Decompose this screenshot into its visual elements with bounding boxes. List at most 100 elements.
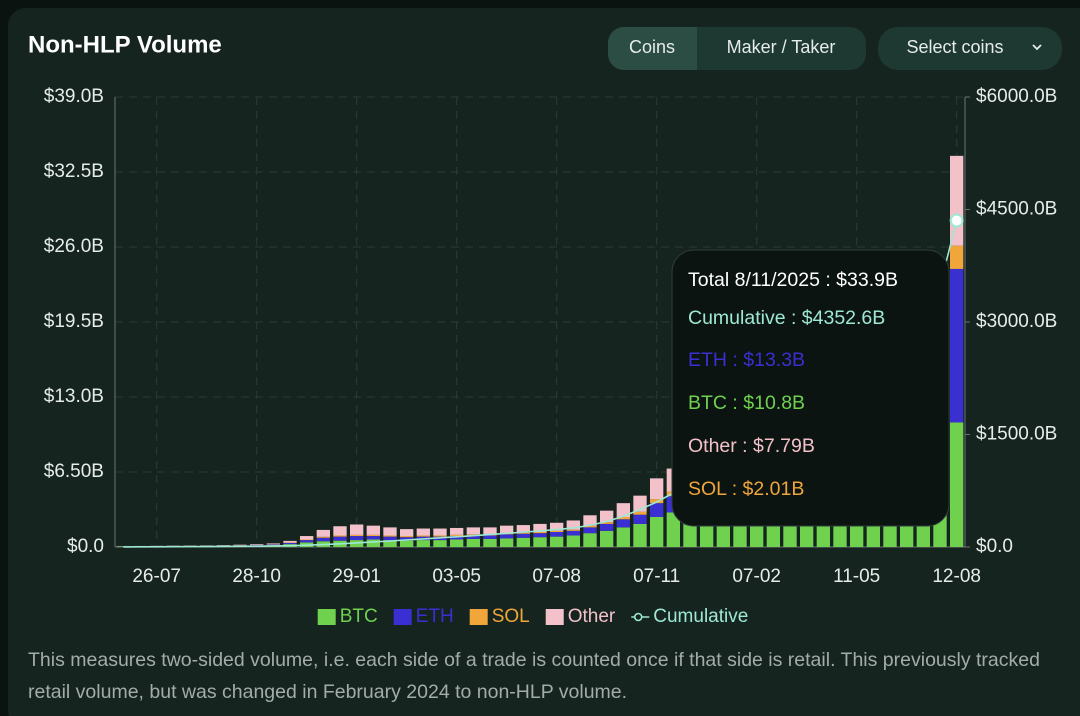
bar xyxy=(350,536,364,541)
bar xyxy=(516,532,530,534)
bar xyxy=(450,536,464,540)
y-tick-label: $0.0 xyxy=(67,536,104,557)
bar xyxy=(400,536,414,538)
bar xyxy=(283,540,297,543)
bar xyxy=(600,523,614,531)
bar xyxy=(466,535,480,539)
bar xyxy=(583,525,597,528)
y2-tick-label: $1500.0B xyxy=(976,424,1057,445)
tooltip-line: BTC : $10.8B xyxy=(688,392,805,414)
legend-swatch xyxy=(469,609,488,625)
bar xyxy=(650,503,664,517)
bar xyxy=(666,512,680,547)
bar xyxy=(483,538,497,547)
y-tick-label: $26.0B xyxy=(44,236,104,257)
bar xyxy=(550,536,564,547)
bar xyxy=(300,540,314,543)
x-tick-label: 26-07 xyxy=(132,566,181,587)
chevron xyxy=(1032,44,1042,51)
y-tick-label: $6.50B xyxy=(44,461,104,482)
bar xyxy=(566,520,580,530)
bar xyxy=(566,535,580,547)
legend-label: BTC xyxy=(340,606,378,627)
tab[interactable]: Maker / Taker xyxy=(727,37,836,57)
bar xyxy=(483,527,497,535)
bar xyxy=(533,537,547,547)
legend-swatch xyxy=(633,612,643,622)
bar xyxy=(583,533,597,547)
bar xyxy=(500,538,514,547)
tooltip-line: SOL : $2.01B xyxy=(688,478,804,500)
bar xyxy=(516,537,530,547)
bar xyxy=(250,545,264,546)
bar xyxy=(516,533,530,538)
legend: BTC ETH SOL Other Cumulative xyxy=(317,606,748,627)
legend-label: SOL xyxy=(492,606,530,627)
bar xyxy=(300,536,314,540)
bar xyxy=(533,532,547,534)
bar xyxy=(450,534,464,537)
y-tick-label: $39.0B xyxy=(44,86,104,107)
bar xyxy=(416,528,430,536)
tooltip-line: Other : $7.79B xyxy=(688,435,815,457)
bar xyxy=(483,535,497,539)
y2-tick-label: $0.0 xyxy=(976,536,1013,557)
bar xyxy=(633,523,647,547)
chart-title: Non-HLP Volume xyxy=(28,31,222,58)
bar xyxy=(583,515,597,526)
bar xyxy=(366,539,380,547)
bar xyxy=(616,517,630,520)
bar xyxy=(400,529,414,537)
bar xyxy=(500,525,514,534)
legend-label: ETH xyxy=(416,606,454,627)
legend-swatch xyxy=(545,609,564,625)
tooltip-line: Total 8/11/2025 : $33.9B xyxy=(688,269,898,291)
tab[interactable]: Coins xyxy=(629,37,675,57)
bar xyxy=(633,514,647,524)
y-tick-label: $32.5B xyxy=(44,161,104,182)
point xyxy=(949,213,964,228)
bar xyxy=(616,527,630,547)
bar xyxy=(266,544,280,546)
y-tick-label: $13.0B xyxy=(44,386,104,407)
y2-tick-label: $6000.0B xyxy=(976,86,1057,107)
bar xyxy=(300,539,314,541)
bar xyxy=(950,268,964,423)
bar xyxy=(400,540,414,547)
bar xyxy=(550,522,564,531)
bar xyxy=(350,534,364,537)
bar xyxy=(600,522,614,524)
bar xyxy=(433,528,447,536)
x-tick-label: 11-05 xyxy=(833,566,880,587)
select-label[interactable]: Select coins xyxy=(906,37,1003,57)
tooltip: Total 8/11/2025 : $33.9B Cumulative : $43… xyxy=(671,249,950,527)
bar xyxy=(383,527,397,536)
bar xyxy=(366,536,380,540)
bar xyxy=(600,510,614,523)
bar xyxy=(950,155,964,246)
bar xyxy=(333,535,347,537)
tab-active xyxy=(608,27,697,70)
bar xyxy=(500,534,514,539)
legend-label: Cumulative xyxy=(653,606,748,627)
select-button[interactable] xyxy=(878,27,1062,70)
bar xyxy=(466,527,480,535)
bar xyxy=(316,529,330,537)
bar xyxy=(383,535,397,537)
bar xyxy=(416,540,430,547)
legend-swatch xyxy=(393,609,412,625)
tooltip-line: Cumulative : $4352.6B xyxy=(688,307,885,329)
bar xyxy=(550,532,564,537)
bar xyxy=(633,511,647,515)
bar xyxy=(433,540,447,547)
tooltip-box xyxy=(671,249,950,527)
bar xyxy=(250,544,264,545)
bar xyxy=(650,478,664,500)
bar xyxy=(950,422,964,547)
y2-tick-label: $3000.0B xyxy=(976,311,1057,332)
bar xyxy=(650,517,664,547)
bar xyxy=(266,543,280,545)
x-tick-label: 28-10 xyxy=(232,566,281,587)
x-tick-label: 03-05 xyxy=(432,566,481,587)
